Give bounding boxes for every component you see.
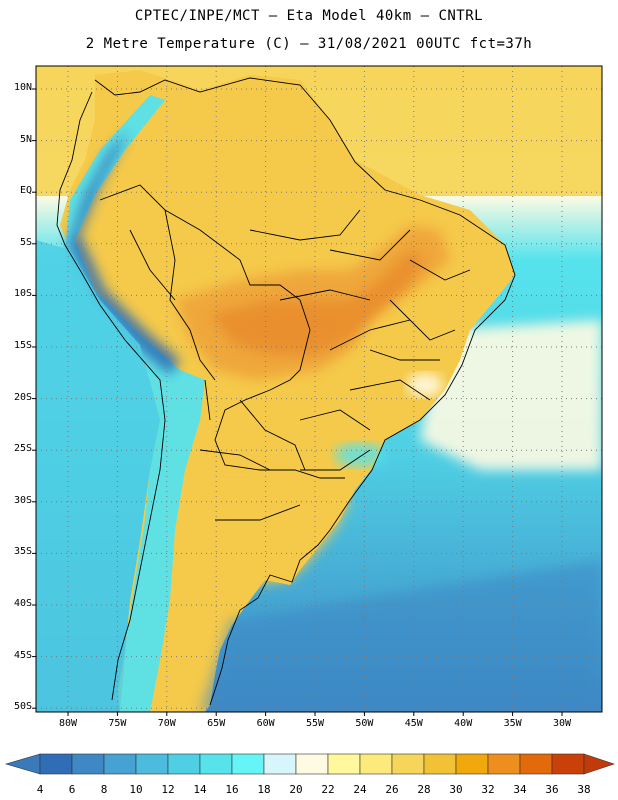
state-borders (249, 209, 471, 471)
colorbar-segment (551, 753, 585, 775)
latitude-label: 5N (19, 133, 32, 145)
west-coast (56, 91, 166, 701)
colorbar-tick-label: 4 (36, 783, 44, 796)
colorbar-segment (359, 753, 393, 775)
latitude-label: 45S (13, 649, 32, 661)
andes-cold-strip (65, 95, 205, 712)
brazil-border (164, 209, 345, 479)
continent-warm-field (60, 70, 515, 712)
colorbar (4, 753, 615, 775)
latitude-label: 25S (13, 443, 32, 455)
map-frame (35, 65, 603, 713)
colorbar-segment (423, 753, 457, 775)
latitude-label: 10N (13, 82, 32, 93)
longitude-label: 80W (58, 718, 78, 729)
latitude-label: 40S (13, 598, 32, 609)
longitude-label: 70W (157, 718, 176, 729)
latitude-label: EQ (19, 185, 32, 197)
longitude-label: 30W (552, 718, 572, 729)
cool-ne-spot (407, 373, 443, 397)
map-title-line2: 2 Metre Temperature (C) – 31/08/2021 00U… (85, 36, 533, 52)
colorbar-tick-label: 24 (353, 783, 367, 796)
latitude-label: 35S (13, 546, 32, 558)
colorbar-segment (487, 753, 521, 775)
longitude-label: 45W (404, 718, 423, 729)
coastal-cold-current (36, 240, 160, 712)
cool-highlands-spot (335, 443, 385, 467)
colorbar-tick-label: 30 (449, 783, 463, 796)
colorbar-segment (71, 753, 105, 775)
colorbar-tick-label: 22 (321, 783, 335, 796)
latitude-label: 10S (13, 288, 32, 300)
colorbar-segment (39, 753, 73, 775)
country-borders (56, 77, 516, 706)
colorbar-tick-label: 16 (225, 783, 239, 796)
colorbar-segment (327, 753, 361, 775)
colorbar-tick-label: 38 (577, 783, 591, 796)
latitude-label: 15S (13, 340, 32, 351)
south-atlantic-cold (200, 560, 602, 712)
warm-ocean-band (420, 320, 602, 470)
colorbar-tick-label: 18 (257, 783, 271, 796)
longitude-label: 50W (355, 718, 374, 729)
colorbar-tick-label: 12 (161, 783, 175, 796)
map-title-line1: CPTEC/INPE/MCT – Eta Model 40km – CNTRL (134, 8, 484, 24)
latitude-label: 30S (13, 494, 32, 506)
colorbar-segment (295, 753, 329, 775)
axis-ticks (32, 88, 563, 716)
colorbar-segment (167, 753, 201, 775)
latitude-label: 5S (19, 236, 32, 248)
colorbar-segment (263, 753, 297, 775)
hottest-interior (210, 250, 425, 355)
longitude-label: 75W (108, 718, 127, 729)
colorbar-tick-label: 20 (289, 783, 303, 796)
colorbar-segment (519, 753, 553, 775)
colorbar-segment (231, 753, 265, 775)
longitude-label: 65W (207, 718, 226, 729)
colorbar-tick-label: 32 (481, 783, 495, 796)
coastline (94, 77, 516, 706)
colorbar-low-arrow (4, 753, 41, 775)
colorbar-high-arrow (583, 753, 615, 775)
colorbar-tick-label: 34 (513, 783, 527, 796)
colorbar-tick-label: 14 (193, 783, 207, 796)
colorbar-tick-label: 10 (129, 783, 143, 796)
longitude-label: 55W (305, 718, 325, 729)
temperature-field (36, 66, 602, 712)
southern-land-field (200, 470, 350, 585)
colorbar-tick-label: 36 (545, 783, 559, 796)
longitude-label: 60W (256, 718, 275, 729)
colorbar-segment (199, 753, 233, 775)
colorbar-segment (391, 753, 425, 775)
longitude-label: 35W (503, 718, 522, 729)
colorbar-segment (455, 753, 489, 775)
andes-deep-cold (68, 130, 180, 375)
colorbar-tick-label: 26 (385, 783, 399, 796)
colorbar-tick-label: 8 (100, 783, 108, 796)
colorbar-segment (135, 753, 169, 775)
longitude-label: 40W (454, 718, 473, 729)
colorbar-segment (103, 753, 137, 775)
andean-borders (99, 184, 306, 521)
colorbar-tick-label: 6 (68, 783, 76, 796)
colorbar-tick-label: 28 (417, 783, 431, 796)
latitude-label: 50S (13, 701, 32, 713)
latitude-label: 20S (13, 391, 32, 403)
